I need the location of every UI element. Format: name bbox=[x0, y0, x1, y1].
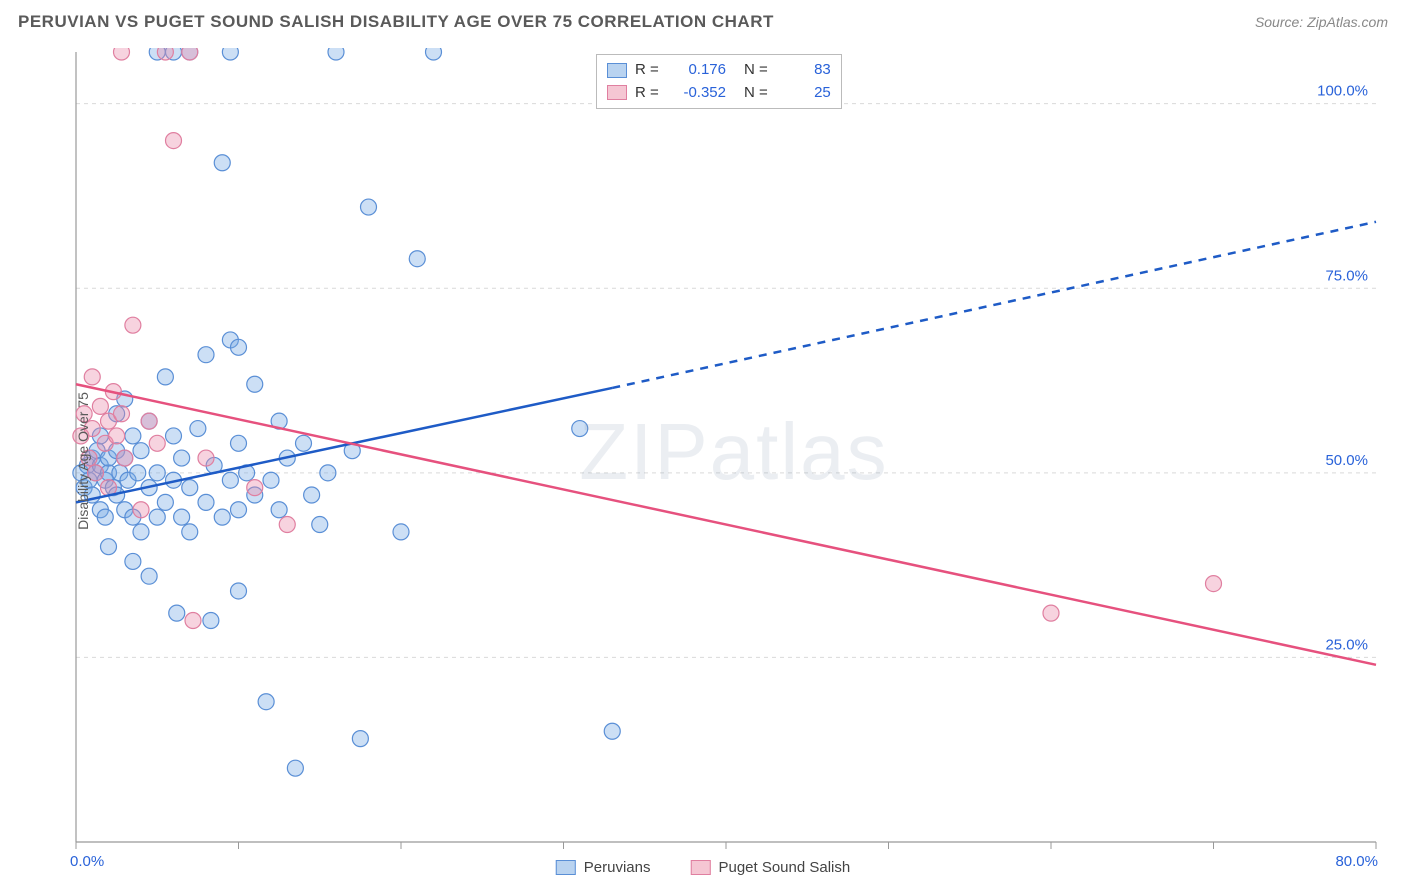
legend-row: R = -0.352 N = 25 bbox=[607, 82, 831, 105]
svg-text:100.0%: 100.0% bbox=[1317, 83, 1368, 100]
legend-swatch bbox=[607, 63, 627, 78]
svg-text:0.0%: 0.0% bbox=[70, 853, 104, 870]
svg-text:80.0%: 80.0% bbox=[1335, 853, 1378, 870]
legend-r-value: -0.352 bbox=[671, 82, 726, 105]
legend-series-label: Puget Sound Salish bbox=[718, 859, 850, 876]
chart-title: PERUVIAN VS PUGET SOUND SALISH DISABILIT… bbox=[18, 12, 774, 32]
legend-n-value: 25 bbox=[776, 82, 831, 105]
svg-text:75.0%: 75.0% bbox=[1325, 267, 1368, 284]
y-axis-label: Disability Age Over 75 bbox=[75, 392, 91, 530]
legend-row: R = 0.176 N = 83 bbox=[607, 59, 831, 82]
legend-r-label: R = bbox=[635, 82, 663, 105]
legend-series-item: Peruvians bbox=[556, 859, 651, 876]
chart-area: Disability Age Over 75 ZIPatlas 25.0%50.… bbox=[18, 48, 1388, 874]
svg-text:50.0%: 50.0% bbox=[1325, 452, 1368, 469]
legend-swatch bbox=[690, 860, 710, 875]
legend-r-label: R = bbox=[635, 59, 663, 82]
legend-r-value: 0.176 bbox=[671, 59, 726, 82]
legend-correlation: R = 0.176 N = 83 R = -0.352 N = 25 bbox=[596, 54, 842, 109]
legend-n-label: N = bbox=[744, 82, 768, 105]
legend-series-item: Puget Sound Salish bbox=[690, 859, 850, 876]
legend-n-value: 83 bbox=[776, 59, 831, 82]
legend-series-label: Peruvians bbox=[584, 859, 651, 876]
legend-swatch bbox=[607, 85, 627, 100]
scatter-chart: 25.0% 50.0% 75.0% 100.0% 0.0% 80.0% bbox=[18, 48, 1388, 874]
svg-text:25.0%: 25.0% bbox=[1325, 636, 1368, 653]
source-label: Source: ZipAtlas.com bbox=[1255, 14, 1388, 30]
legend-series: Peruvians Puget Sound Salish bbox=[556, 859, 850, 876]
legend-n-label: N = bbox=[744, 59, 768, 82]
legend-swatch bbox=[556, 860, 576, 875]
